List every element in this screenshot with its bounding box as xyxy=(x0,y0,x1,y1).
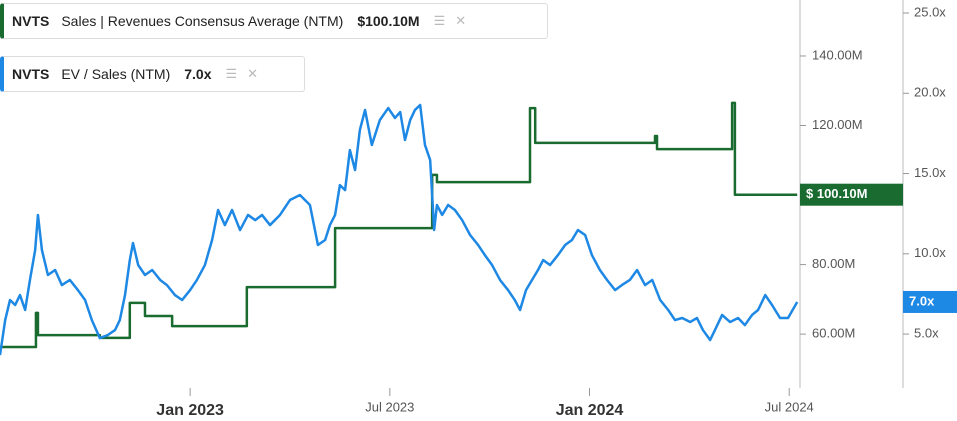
layers-icon[interactable]: ☰ xyxy=(433,13,446,28)
series-line xyxy=(0,101,798,349)
y2-tick-label: 20.0x xyxy=(914,85,946,100)
close-icon[interactable]: ✕ xyxy=(455,13,467,28)
y-tick-label: 120.00M xyxy=(812,117,863,132)
y2-tick-label: 15.0x xyxy=(914,165,946,180)
x-tick-label: Jan 2024 xyxy=(556,402,624,419)
y2-tick-label: 10.0x xyxy=(914,245,946,260)
value-badge-label: $ 100.10M xyxy=(806,186,867,201)
value-badge-label: 7.0x xyxy=(909,293,935,308)
x-tick-label: Jul 2023 xyxy=(365,399,414,414)
y-tick-label: 60.00M xyxy=(812,326,855,341)
value-badge xyxy=(800,183,903,206)
close-icon[interactable]: ✕ xyxy=(247,66,259,81)
x-tick-label: Jan 2023 xyxy=(156,402,224,419)
layers-icon[interactable]: ☰ xyxy=(225,66,238,81)
y2-tick-label: 25.0x xyxy=(914,4,946,19)
legend-ticker: NVTS xyxy=(12,66,50,82)
legend-item[interactable]: NVTS EV / Sales (NTM) 7.0x ☰ ✕ xyxy=(0,56,305,92)
legend-value: $100.10M xyxy=(357,13,420,29)
x-tick-label: Jul 2024 xyxy=(765,399,814,414)
series-line xyxy=(0,103,799,356)
legend-value: 7.0x xyxy=(184,66,212,82)
legend-item[interactable]: NVTS Sales | Revenues Consensus Average … xyxy=(0,3,548,39)
y-tick-label: 80.00M xyxy=(812,256,855,271)
legend-name: EV / Sales (NTM) xyxy=(61,66,171,82)
value-badge xyxy=(903,290,957,313)
legend-ticker: NVTS xyxy=(12,13,50,29)
legend-name: Sales | Revenues Consensus Average (NTM) xyxy=(61,13,344,29)
y-tick-label: 140.00M xyxy=(812,47,863,62)
y2-tick-label: 5.0x xyxy=(914,325,939,340)
